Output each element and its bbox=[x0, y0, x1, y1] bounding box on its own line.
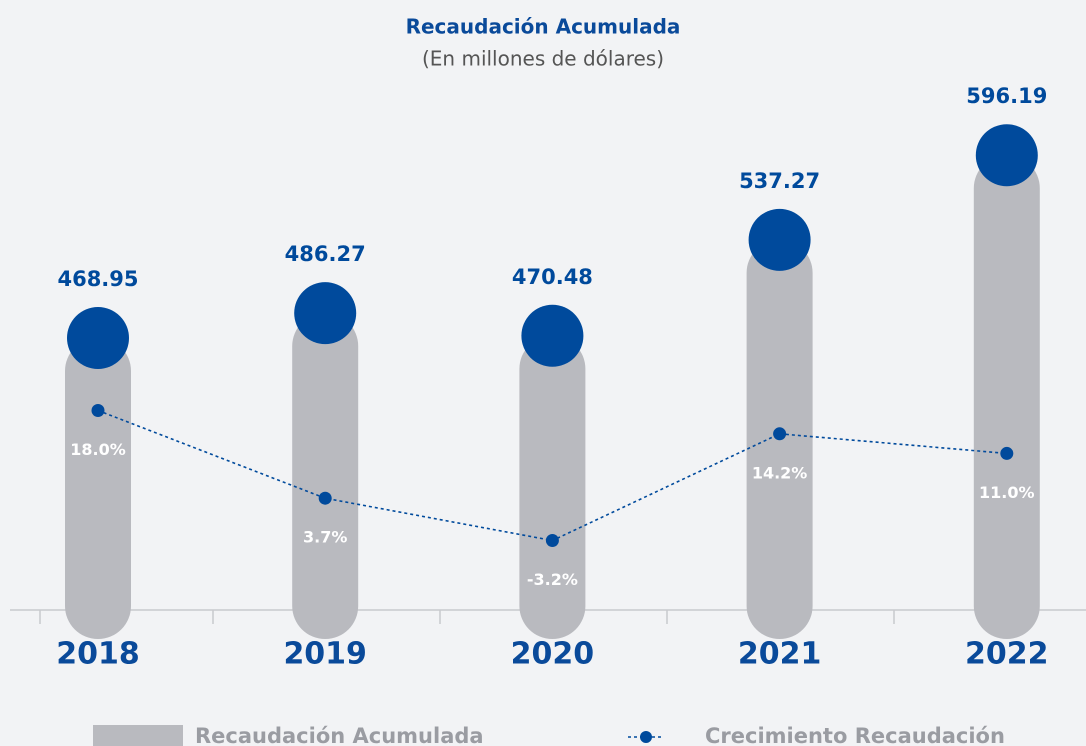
x-tick-label: 2018 bbox=[56, 637, 140, 672]
bar-value-label: 537.27 bbox=[739, 169, 820, 193]
x-tick-label: 2021 bbox=[738, 637, 822, 672]
line-value-label: 3.7% bbox=[303, 528, 347, 547]
x-tick-label: 2019 bbox=[283, 637, 367, 672]
bar-cap bbox=[521, 304, 584, 367]
line-value-label: 11.0% bbox=[979, 483, 1035, 502]
bar-cap bbox=[67, 306, 129, 369]
bar-value-label: 486.27 bbox=[285, 242, 366, 266]
chart-title: Recaudación Acumulada bbox=[406, 15, 681, 39]
line-point bbox=[1000, 446, 1014, 460]
line-point bbox=[773, 427, 787, 441]
bar-cap bbox=[294, 282, 357, 345]
bar-cap bbox=[748, 208, 811, 271]
line-value-label: 18.0% bbox=[70, 440, 126, 459]
bar-value-label: 596.19 bbox=[966, 84, 1047, 108]
line-point bbox=[91, 404, 105, 418]
legend-swatch bbox=[93, 725, 183, 746]
line-value-label: -3.2% bbox=[527, 570, 578, 589]
line-point bbox=[318, 491, 332, 505]
bar-cap bbox=[975, 124, 1038, 187]
bar-value-label: 468.95 bbox=[57, 267, 138, 291]
bar bbox=[65, 337, 131, 639]
legend-label: Crecimiento Recaudación bbox=[705, 724, 1005, 746]
x-tick-label: 2020 bbox=[511, 637, 595, 672]
bar-value-label: 470.48 bbox=[512, 265, 593, 289]
line-value-label: 14.2% bbox=[752, 463, 808, 482]
legend-label: Recaudación Acumulada bbox=[195, 724, 484, 746]
bar bbox=[292, 313, 359, 639]
bar bbox=[973, 155, 1040, 639]
x-tick-label: 2022 bbox=[965, 637, 1049, 672]
line-point bbox=[545, 534, 559, 548]
chart-subtitle: (En millones de dólares) bbox=[422, 47, 664, 71]
bar bbox=[519, 335, 586, 639]
legend-swatch bbox=[640, 731, 652, 743]
